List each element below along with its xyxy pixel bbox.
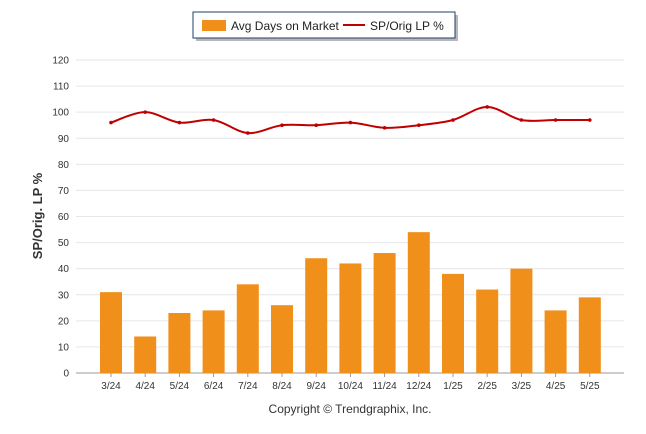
bar <box>578 297 601 373</box>
y-axis-label: SP/Orig. LP % <box>30 172 45 259</box>
x-tick-label: 11/24 <box>372 381 397 392</box>
line-point <box>143 110 147 114</box>
x-tick-label: 9/24 <box>306 381 326 392</box>
x-tick-label: 3/24 <box>101 381 121 392</box>
bar <box>305 258 328 373</box>
bar <box>407 232 430 373</box>
y-tick-label: 10 <box>58 342 70 353</box>
line-point <box>382 126 387 130</box>
y-axis-ticks: 0 10 20 30 40 50 60 70 80 90 100 110 120 <box>52 56 69 380</box>
x-tick-label: 3/25 <box>512 381 532 392</box>
y-tick-label: 40 <box>58 264 70 275</box>
x-tick-label: 4/24 <box>135 381 155 392</box>
bar <box>271 305 293 373</box>
x-tick-label: 1/25 <box>443 381 463 392</box>
x-tick-label: 12/24 <box>406 381 431 392</box>
line-point <box>588 118 592 122</box>
x-tick-label: 6/24 <box>204 381 224 392</box>
x-tick-label: 5/25 <box>580 381 600 392</box>
legend: Avg Days on Market SP/Orig LP % <box>192 11 458 41</box>
bar <box>510 268 533 373</box>
y-tick-label: 100 <box>52 108 69 119</box>
line-point <box>417 123 421 128</box>
y-tick-label: 80 <box>58 160 70 171</box>
bar <box>202 310 225 373</box>
line-point <box>519 118 524 122</box>
line-point <box>314 123 319 128</box>
x-tick-label: 7/24 <box>238 381 258 392</box>
y-tick-label: 0 <box>63 369 69 380</box>
y-tick-label: 90 <box>58 134 70 145</box>
x-axis-ticks: 3/24 4/24 5/24 6/24 7/24 8/24 9/24 10/24 11/24 12… <box>101 373 600 392</box>
bar <box>476 289 499 373</box>
line-series <box>109 105 592 135</box>
line-point <box>177 120 182 125</box>
x-tick-label: 8/24 <box>272 381 292 392</box>
bar <box>134 336 157 373</box>
bar <box>236 284 259 373</box>
line-point <box>553 118 558 122</box>
bar <box>442 273 464 373</box>
y-tick-label: 20 <box>58 316 70 327</box>
line-point <box>451 118 455 122</box>
y-tick-label: 120 <box>52 56 69 67</box>
line-point <box>211 118 216 122</box>
bar <box>544 310 567 373</box>
bar <box>168 313 191 373</box>
bar <box>373 253 396 373</box>
x-tick-label: 5/24 <box>170 381 190 392</box>
copyright-text: Copyright © Trendgraphix, Inc. <box>269 402 432 416</box>
line-point <box>485 105 490 109</box>
line-point <box>348 120 353 125</box>
line-point <box>280 123 284 128</box>
legend-line-label: SP/Orig LP % <box>370 19 444 33</box>
y-tick-label: 60 <box>58 212 70 223</box>
y-tick-label: 70 <box>58 186 70 197</box>
legend-bar-swatch <box>202 20 226 31</box>
bar <box>339 263 362 373</box>
bar-series <box>100 232 601 373</box>
x-tick-label: 10/24 <box>338 381 363 392</box>
legend-bar-label: Avg Days on Market <box>231 19 339 33</box>
x-tick-label: 4/25 <box>546 381 566 392</box>
bar <box>100 292 122 373</box>
line-path <box>110 105 590 135</box>
y-tick-label: 110 <box>53 82 69 93</box>
y-tick-label: 50 <box>58 238 70 249</box>
x-tick-label: 2/25 <box>477 381 497 392</box>
y-tick-label: 30 <box>58 290 70 301</box>
line-point <box>109 120 113 125</box>
legend-box <box>192 11 456 39</box>
line-point <box>246 131 250 135</box>
